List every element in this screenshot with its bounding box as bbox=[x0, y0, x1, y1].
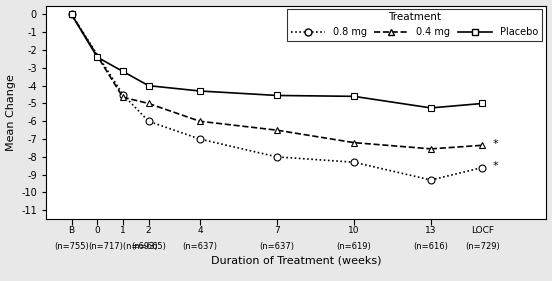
Text: (n=729): (n=729) bbox=[465, 242, 500, 251]
Text: B: B bbox=[68, 226, 75, 235]
Text: (n=619): (n=619) bbox=[337, 242, 371, 251]
X-axis label: Duration of Treatment (weeks): Duration of Treatment (weeks) bbox=[211, 255, 381, 265]
Legend: 0.8 mg, 0.4 mg, Placebo: 0.8 mg, 0.4 mg, Placebo bbox=[287, 8, 542, 41]
Text: (n=616): (n=616) bbox=[413, 242, 448, 251]
Text: 4: 4 bbox=[197, 226, 203, 235]
Text: (n=717)(n=693): (n=717)(n=693) bbox=[88, 242, 158, 251]
Text: 0: 0 bbox=[94, 226, 100, 235]
Text: (n=755): (n=755) bbox=[54, 242, 89, 251]
Text: (n=637): (n=637) bbox=[182, 242, 217, 251]
Text: *: * bbox=[492, 161, 498, 171]
Text: 2: 2 bbox=[146, 226, 151, 235]
Text: (n=637): (n=637) bbox=[259, 242, 294, 251]
Y-axis label: Mean Change: Mean Change bbox=[6, 74, 15, 151]
Text: 1: 1 bbox=[120, 226, 126, 235]
Text: 10: 10 bbox=[348, 226, 360, 235]
Text: LOCF: LOCF bbox=[471, 226, 494, 235]
Text: (n=665): (n=665) bbox=[131, 242, 166, 251]
Text: *: * bbox=[492, 139, 498, 149]
Text: 13: 13 bbox=[425, 226, 437, 235]
Text: 7: 7 bbox=[274, 226, 280, 235]
